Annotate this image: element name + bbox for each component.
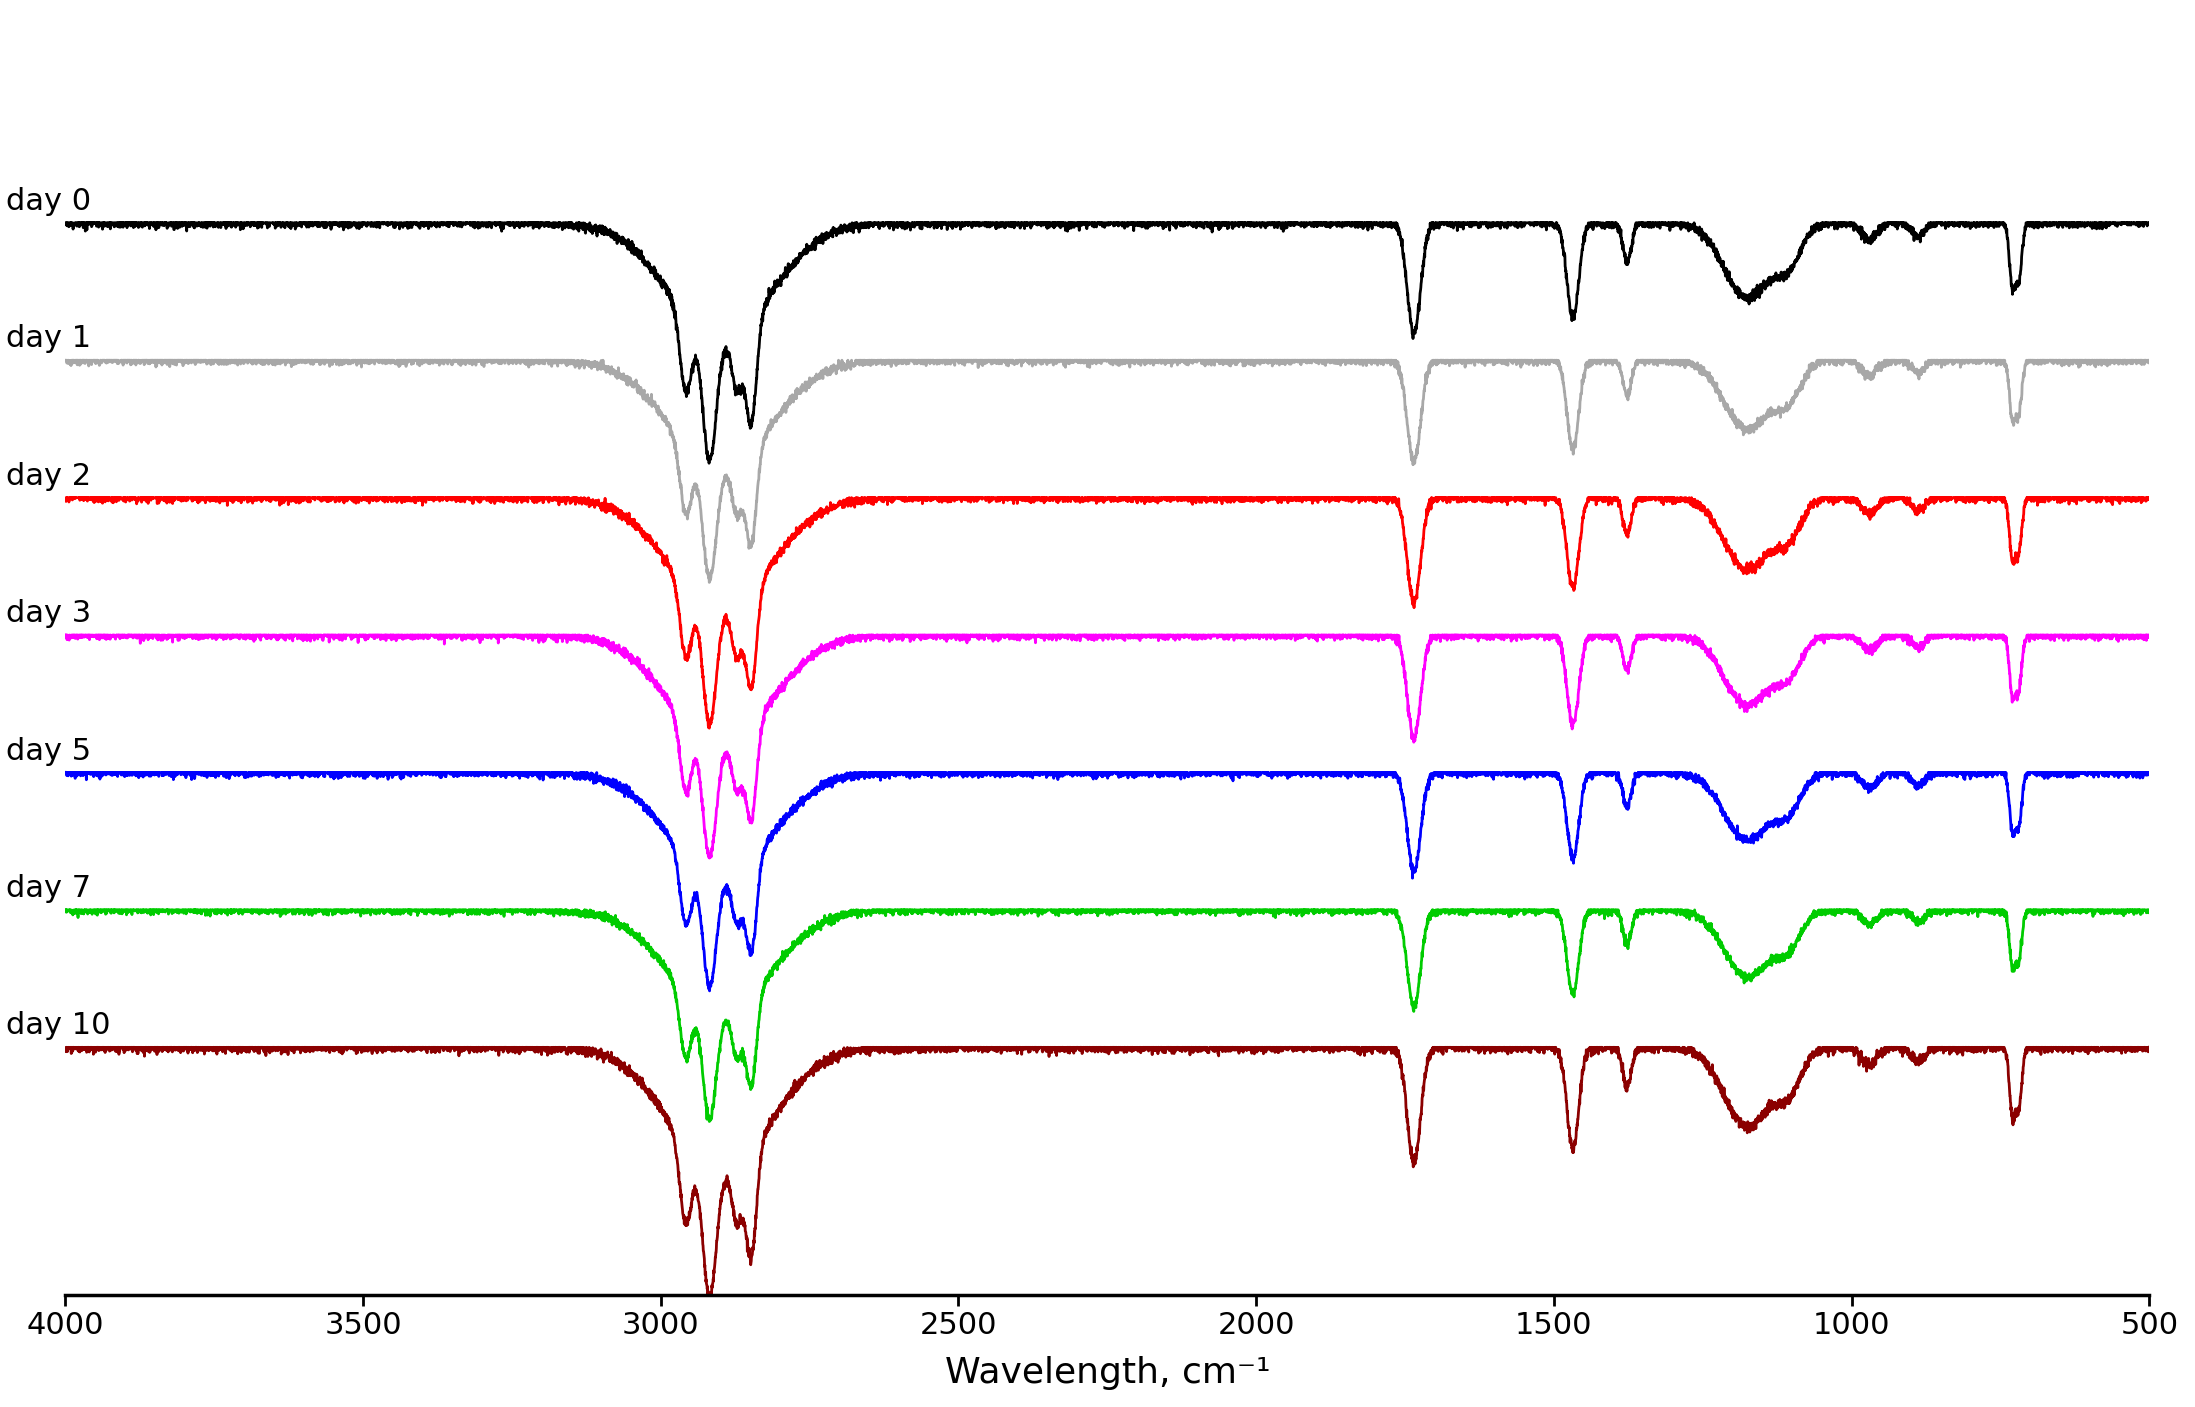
Text: day 2: day 2 <box>7 461 90 491</box>
Text: day 1: day 1 <box>7 325 90 353</box>
Text: day 10: day 10 <box>7 1012 110 1040</box>
Text: day 5: day 5 <box>7 737 90 765</box>
Text: day 0: day 0 <box>7 187 90 215</box>
X-axis label: Wavelength, cm⁻¹: Wavelength, cm⁻¹ <box>944 1356 1271 1390</box>
Text: day 7: day 7 <box>7 874 90 903</box>
Text: day 3: day 3 <box>7 599 90 628</box>
